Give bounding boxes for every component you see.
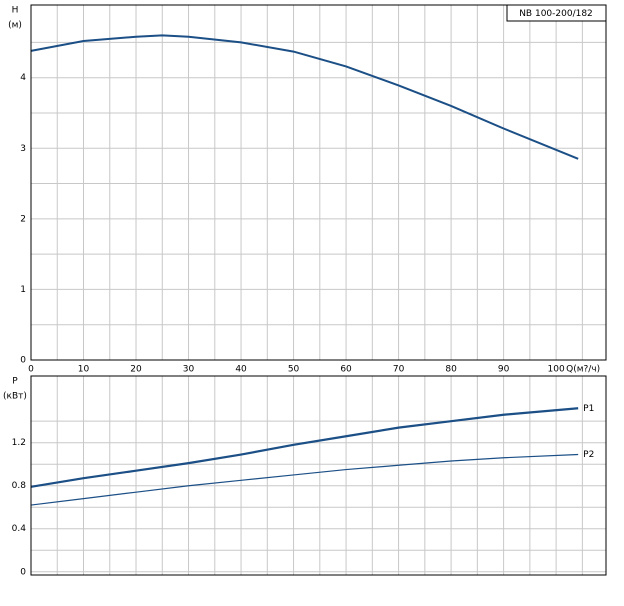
y-tick-label: 2 [20, 214, 26, 224]
plot-border [30, 4, 607, 361]
x-tick-label: 90 [498, 365, 510, 375]
y-tick-label: 0 [20, 356, 26, 366]
curve [30, 453, 579, 506]
y-tick-label: 0.8 [12, 481, 27, 491]
curve [30, 407, 579, 488]
y-axis-label: P [12, 377, 18, 387]
y-tick-label: 0.4 [12, 524, 27, 534]
legend-text: NB 100-200/182 [519, 9, 593, 19]
x-tick-label: 10 [78, 365, 90, 375]
y-tick-label: 1.2 [12, 438, 26, 448]
x-tick-label: 70 [393, 365, 405, 375]
y-tick-label: 1 [20, 285, 26, 295]
y-axis-label: H [12, 6, 19, 16]
plot-area [31, 5, 606, 360]
x-tick-label: 30 [183, 365, 195, 375]
y-axis-unit: (кВт) [3, 392, 27, 402]
y-tick-label: 0 [20, 567, 26, 577]
curve [30, 34, 579, 160]
x-tick-label: 100 [548, 365, 565, 375]
x-tick-label: 20 [130, 365, 142, 375]
x-tick-label: 40 [235, 365, 247, 375]
x-tick-label: 80 [445, 365, 457, 375]
x-axis-label: Q(м?/ч) [566, 365, 600, 375]
x-tick-label: 0 [28, 365, 34, 375]
y-tick-label: 3 [20, 144, 26, 154]
series-label: P1 [583, 404, 594, 414]
plot-area [31, 376, 606, 575]
plot-border [30, 375, 607, 576]
y-tick-label: 4 [20, 73, 26, 83]
x-tick-label: 60 [340, 365, 352, 375]
y-axis-unit: (м) [8, 21, 22, 31]
x-tick-label: 50 [288, 365, 300, 375]
series-label: P2 [583, 450, 594, 460]
